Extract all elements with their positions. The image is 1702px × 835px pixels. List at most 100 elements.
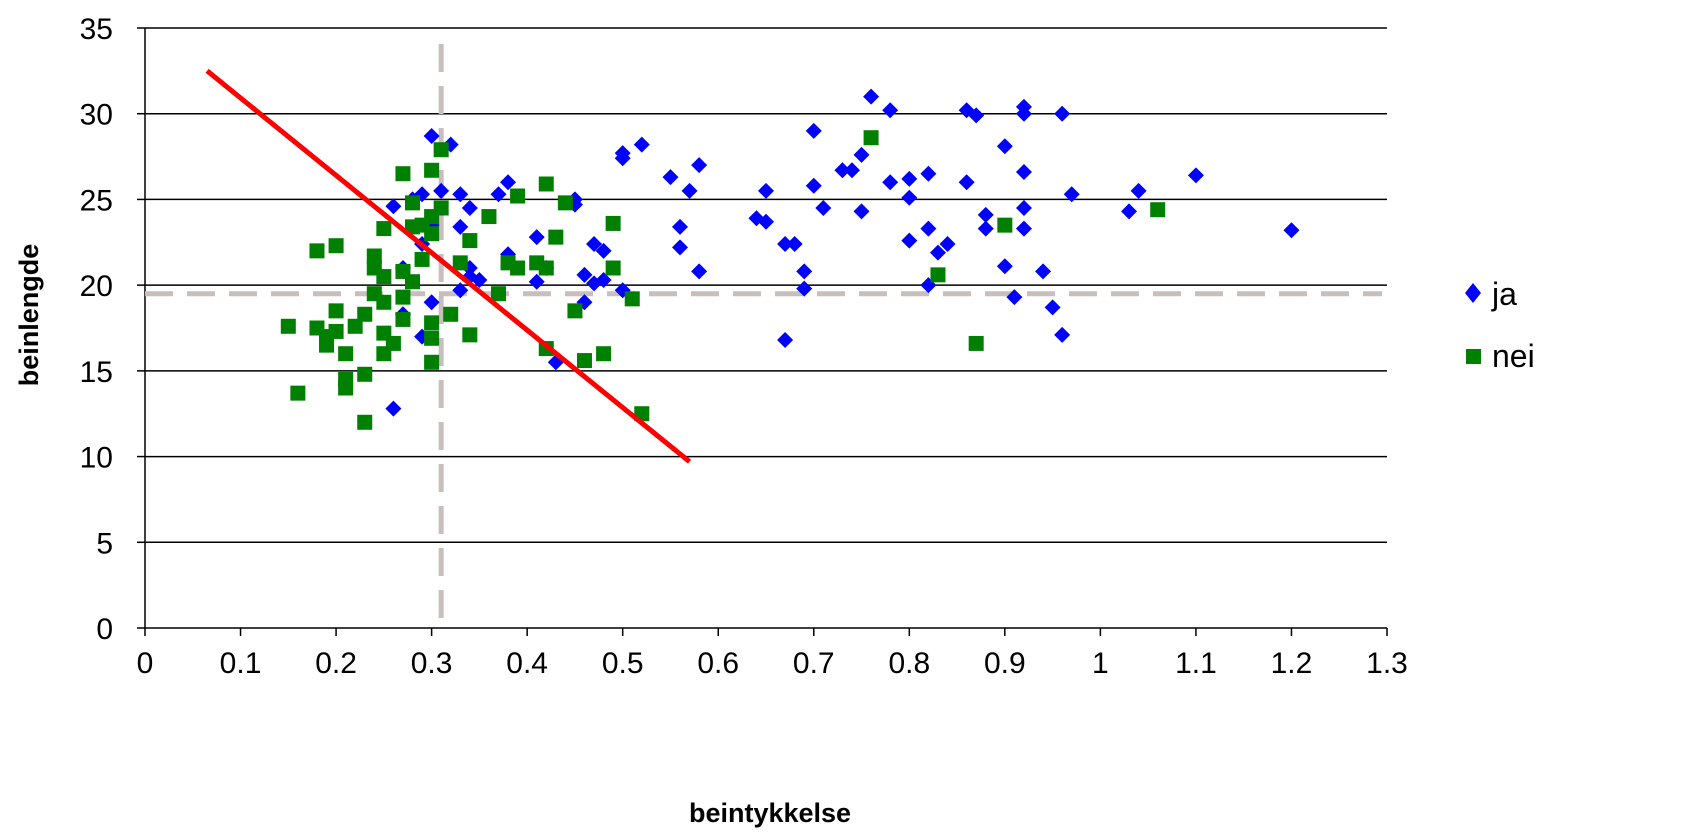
data-point-nei [290,385,306,401]
data-point-ja [452,218,469,235]
x-tick-label: 0.4 [506,647,548,680]
data-point-nei [319,337,335,353]
y-tick-label: 25 [80,184,113,217]
data-point-nei [357,306,373,322]
data-point-ja [929,244,946,261]
data-point-nei [309,243,325,259]
data-point-ja [920,220,937,237]
data-point-nei [548,229,564,245]
data-point-ja [528,229,545,246]
data-point-ja [853,203,870,220]
data-point-ja [1044,299,1061,316]
legend-nei-marker [1466,349,1481,364]
data-point-ja [796,280,813,297]
data-point-nei [596,346,612,362]
data-point-ja [958,174,975,191]
data-point-ja [500,174,517,191]
data-point-ja [576,266,593,283]
data-point-ja [1054,326,1071,343]
data-point-ja [662,169,679,186]
data-point-ja [586,236,603,252]
data-point-nei [510,260,526,276]
series-nei-points [280,130,1166,430]
data-point-nei [424,315,440,331]
data-point-nei [357,414,373,430]
y-tick-label: 20 [80,270,113,303]
data-point-nei [510,188,526,204]
data-point-ja [901,170,918,187]
data-point-ja [920,165,937,182]
x-axis-tick-labels: 0 0.1 0.2 0.3 0.4 0.5 0.6 0.7 0.8 0.9 1 1.1 1.2 1.3 [137,628,1408,680]
data-point-nei [462,233,478,249]
data-point-ja [461,200,478,216]
data-point-nei [557,195,573,211]
data-point-nei [395,311,411,327]
series-ja-points [385,88,1300,417]
data-point-nei [605,260,621,276]
x-tick-label: 0.3 [411,647,453,680]
data-point-nei [376,269,392,285]
x-tick-label: 1.2 [1271,647,1313,680]
data-point-nei [538,176,554,192]
y-tick-label: 30 [80,99,113,132]
data-point-ja [786,236,803,252]
axes [144,28,1387,629]
x-tick-label: 1 [1092,647,1109,680]
data-point-nei [405,274,421,290]
data-point-nei [424,162,440,178]
data-point-nei [567,303,583,319]
data-point-nei [376,294,392,310]
data-point-nei [328,238,344,254]
data-point-ja [672,239,689,256]
data-point-nei [347,318,363,334]
x-axis-title: beintykkelse [689,798,851,828]
data-point-ja [423,128,440,144]
data-point-nei [490,286,506,302]
data-point-ja [796,263,813,280]
data-point-nei [376,221,392,237]
data-point-ja [1015,105,1032,122]
data-point-nei [576,353,592,369]
data-point-ja [1130,182,1147,199]
data-point-nei [395,166,411,182]
data-point-ja [758,213,774,230]
x-tick-label: 0 [137,647,154,680]
data-point-ja [805,177,822,194]
data-point-ja [1006,289,1023,306]
data-point-ja [1035,263,1052,280]
y-axis-tick-labels: 0 5 10 15 20 25 30 35 [80,13,145,646]
data-point-nei [968,335,984,351]
data-point-ja [1187,167,1204,184]
data-point-ja [996,138,1013,155]
data-point-ja [777,236,794,252]
horizontal-gridlines [145,27,1387,544]
data-point-ja [528,273,545,290]
data-point-ja [691,263,708,280]
data-point-ja [977,206,994,223]
x-tick-label: 0.1 [220,647,262,680]
data-point-ja [882,174,899,191]
data-point-nei [357,366,373,382]
red-line-group [205,68,692,464]
data-point-nei [452,255,468,271]
data-point-ja [815,200,832,216]
red-line [205,68,692,464]
data-point-ja [1121,203,1138,220]
data-point-nei [385,335,401,351]
data-point-ja [490,186,507,203]
data-point-nei [462,327,478,343]
data-point-ja [1015,200,1032,216]
data-point-ja [1054,105,1071,122]
data-point-ja [681,182,698,199]
y-tick-label: 0 [96,613,113,646]
data-point-nei [538,260,554,276]
y-tick-label: 35 [80,13,113,46]
data-point-ja [423,294,440,311]
data-point-ja [452,186,469,203]
data-point-ja [853,146,870,163]
data-point-nei [414,251,430,267]
data-point-ja [633,136,650,153]
x-tick-label: 0.5 [602,647,644,680]
data-point-nei [424,226,440,242]
